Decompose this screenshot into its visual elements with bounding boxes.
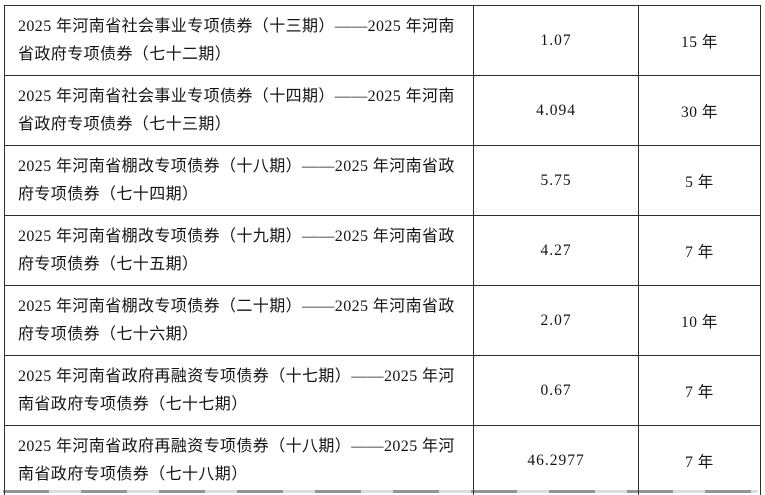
term-cell: 5 年 bbox=[638, 145, 761, 216]
table-row: 2025 年河南省政府再融资专项债券（十七期）——2025 年河南省政府专项债券… bbox=[4, 355, 761, 426]
bond-name-cell: 2025 年河南省社会事业专项债券（十三期）——2025 年河南省政府专项债券（… bbox=[4, 5, 474, 76]
bond-name-cell: 2025 年河南省社会事业专项债券（十四期）——2025 年河南省政府专项债券（… bbox=[4, 75, 474, 146]
term-cell: 7 年 bbox=[638, 215, 761, 286]
term-cell: 10 年 bbox=[638, 285, 761, 356]
table-row: 2025 年河南省社会事业专项债券（十四期）——2025 年河南省政府专项债券（… bbox=[4, 75, 761, 146]
bond-name-cell: 2025 年河南省棚改专项债券（十八期）——2025 年河南省政府专项债券（七十… bbox=[4, 145, 474, 216]
table-row: 2025 年河南省社会事业专项债券（十三期）——2025 年河南省政府专项债券（… bbox=[4, 5, 761, 76]
bond-name-cell: 2025 年河南省棚改专项债券（十九期）——2025 年河南省政府专项债券（七十… bbox=[4, 215, 474, 286]
bond-name-cell: 2025 年河南省政府再融资专项债券（十七期）——2025 年河南省政府专项债券… bbox=[4, 355, 474, 426]
table-row: 2025 年河南省政府再融资专项债券（十八期）——2025 年河南省政府专项债券… bbox=[4, 425, 761, 495]
amount-cell: 4.094 bbox=[473, 75, 639, 146]
amount-cell: 1.07 bbox=[473, 5, 639, 76]
table-row: 2025 年河南省棚改专项债券（二十期）——2025 年河南省政府专项债券（七十… bbox=[4, 285, 761, 356]
term-cell: 15 年 bbox=[638, 5, 761, 76]
bond-name-cell: 2025 年河南省棚改专项债券（二十期）——2025 年河南省政府专项债券（七十… bbox=[4, 285, 474, 356]
amount-cell: 2.07 bbox=[473, 285, 639, 356]
term-cell: 30 年 bbox=[638, 75, 761, 146]
bond-table: 2025 年河南省社会事业专项债券（十三期）——2025 年河南省政府专项债券（… bbox=[4, 5, 761, 495]
amount-cell: 46.2977 bbox=[473, 425, 639, 495]
clipped-next-row-edge bbox=[3, 490, 758, 493]
term-cell: 7 年 bbox=[638, 425, 761, 495]
term-cell: 7 年 bbox=[638, 355, 761, 426]
table-row: 2025 年河南省棚改专项债券（十九期）——2025 年河南省政府专项债券（七十… bbox=[4, 215, 761, 286]
amount-cell: 5.75 bbox=[473, 145, 639, 216]
bond-name-cell: 2025 年河南省政府再融资专项债券（十八期）——2025 年河南省政府专项债券… bbox=[4, 425, 474, 495]
table-row: 2025 年河南省棚改专项债券（十八期）——2025 年河南省政府专项债券（七十… bbox=[4, 145, 761, 216]
amount-cell: 4.27 bbox=[473, 215, 639, 286]
amount-cell: 0.67 bbox=[473, 355, 639, 426]
